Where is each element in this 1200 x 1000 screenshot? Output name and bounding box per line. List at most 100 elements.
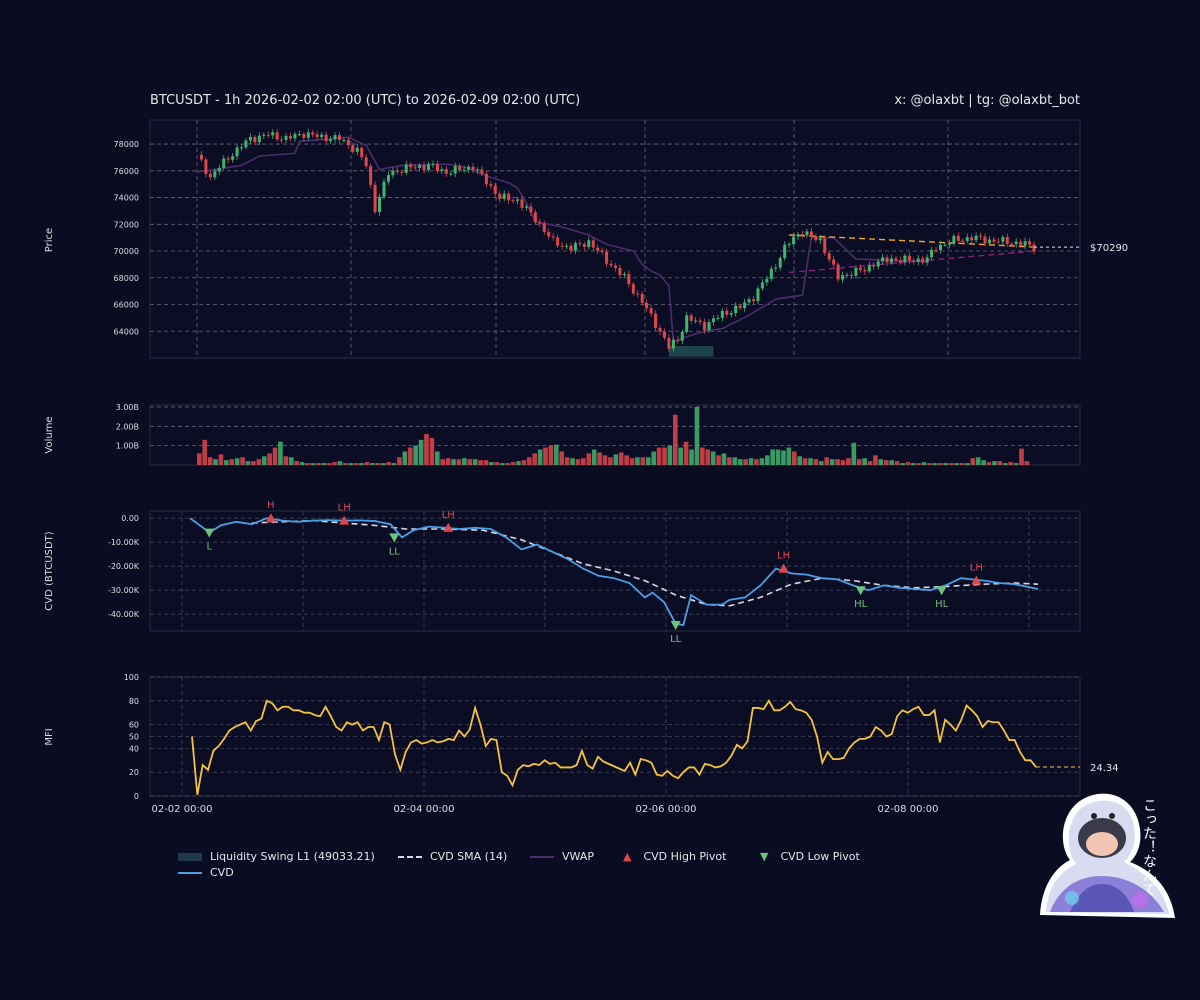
candle-body bbox=[711, 318, 715, 323]
volume-bar bbox=[613, 454, 619, 465]
candle-body bbox=[698, 320, 702, 322]
volume-bar bbox=[948, 463, 954, 465]
candle-body bbox=[743, 302, 747, 309]
candle-body bbox=[1019, 241, 1023, 246]
candle-body bbox=[204, 159, 208, 174]
candle-body bbox=[404, 164, 408, 173]
candle-body bbox=[333, 135, 337, 140]
x-tick-label: 02-06 00:00 bbox=[635, 804, 696, 815]
candle-body bbox=[618, 267, 622, 276]
candle-body bbox=[458, 166, 462, 170]
volume-bar bbox=[862, 458, 867, 465]
cvd-high-pivot-marker bbox=[443, 522, 454, 532]
volume-bar bbox=[591, 449, 597, 465]
cvd-pivot-label: LH bbox=[777, 551, 790, 562]
candle-body bbox=[418, 165, 422, 168]
candle-body bbox=[542, 223, 546, 232]
volume-bar bbox=[764, 455, 770, 465]
candle-body bbox=[346, 139, 350, 146]
volume-bar bbox=[483, 460, 489, 465]
volume-bar bbox=[1024, 461, 1030, 465]
volume-bar bbox=[608, 457, 613, 465]
volume-bar bbox=[261, 456, 267, 465]
candle-body bbox=[596, 247, 600, 251]
candle-body bbox=[605, 251, 609, 264]
candle-body bbox=[1005, 237, 1009, 244]
volume-bar bbox=[418, 439, 424, 465]
candle-body bbox=[378, 196, 382, 213]
volume-bar bbox=[537, 449, 543, 465]
candle-body bbox=[529, 206, 533, 213]
candle-body bbox=[992, 239, 996, 242]
volume-bar bbox=[516, 461, 521, 465]
x-tick-label: 02-08 00:00 bbox=[877, 804, 938, 815]
candle-body bbox=[493, 185, 497, 194]
volume-bar bbox=[397, 457, 402, 465]
volume-bar bbox=[256, 459, 262, 465]
volume-bar bbox=[370, 463, 375, 465]
volume-bar bbox=[813, 459, 819, 465]
volume-bar bbox=[802, 458, 808, 465]
mfi-line bbox=[191, 699, 1037, 795]
candle-body bbox=[800, 234, 804, 236]
volume-bar bbox=[505, 463, 510, 465]
legend-label-high-pivot: CVD High Pivot bbox=[643, 850, 727, 863]
volume-bar bbox=[375, 463, 381, 465]
candle-body bbox=[689, 315, 693, 321]
price-tick-label: 66000 bbox=[114, 301, 139, 310]
volume-bar bbox=[510, 462, 516, 465]
volume-bar bbox=[808, 458, 813, 465]
candle-body bbox=[462, 169, 466, 171]
volume-bar bbox=[624, 455, 629, 465]
volume-bar bbox=[683, 441, 689, 465]
candle-body bbox=[591, 240, 595, 248]
cvd-tick-label: -20.00K bbox=[108, 562, 140, 571]
candle-body bbox=[569, 245, 573, 251]
volume-bar bbox=[494, 462, 500, 465]
candle-body bbox=[885, 257, 889, 263]
candle-body bbox=[440, 169, 444, 171]
volume-bar bbox=[867, 461, 873, 465]
candle-body bbox=[818, 238, 822, 241]
volume-bar bbox=[440, 459, 446, 465]
cvd-low-pivot-marker bbox=[936, 586, 947, 596]
candle-body bbox=[213, 171, 217, 178]
volume-bar bbox=[640, 457, 646, 465]
cvd-pivot-label: L bbox=[206, 542, 212, 553]
cvd-tick-label: -40.00K bbox=[108, 610, 140, 619]
volume-bar bbox=[445, 458, 451, 465]
volume-bar bbox=[575, 459, 581, 465]
volume-bar bbox=[965, 463, 970, 465]
volume-bar bbox=[840, 460, 846, 465]
volume-bar bbox=[781, 450, 786, 465]
candle-body bbox=[560, 245, 564, 247]
volume-bar bbox=[878, 459, 884, 465]
volume-bar bbox=[851, 442, 857, 465]
candle-body bbox=[484, 173, 488, 185]
candle-body bbox=[805, 231, 809, 236]
volume-axis-label: Volume bbox=[44, 416, 55, 453]
candle-body bbox=[716, 317, 720, 319]
volume-bar bbox=[721, 453, 727, 465]
candle-body bbox=[302, 134, 306, 138]
candle-body bbox=[956, 235, 960, 241]
cvd-high-pivot-marker bbox=[778, 563, 789, 573]
volume-bar bbox=[554, 444, 559, 465]
candle-body bbox=[845, 274, 849, 276]
candle-body bbox=[284, 135, 288, 140]
candle-body bbox=[778, 258, 782, 268]
volume-bar bbox=[581, 458, 586, 465]
liquidity-swatch bbox=[178, 852, 202, 861]
candle-body bbox=[841, 275, 845, 280]
candle-body bbox=[395, 170, 399, 172]
candle-body bbox=[965, 237, 969, 241]
volume-bar bbox=[559, 451, 565, 465]
candle-body bbox=[533, 212, 537, 223]
volume-bar bbox=[786, 447, 792, 465]
candle-body bbox=[582, 244, 586, 247]
candle-body bbox=[814, 236, 818, 241]
volume-bar bbox=[526, 457, 532, 465]
candle-body bbox=[199, 154, 203, 160]
volume-bar bbox=[797, 456, 803, 465]
volume-bar bbox=[207, 457, 213, 465]
